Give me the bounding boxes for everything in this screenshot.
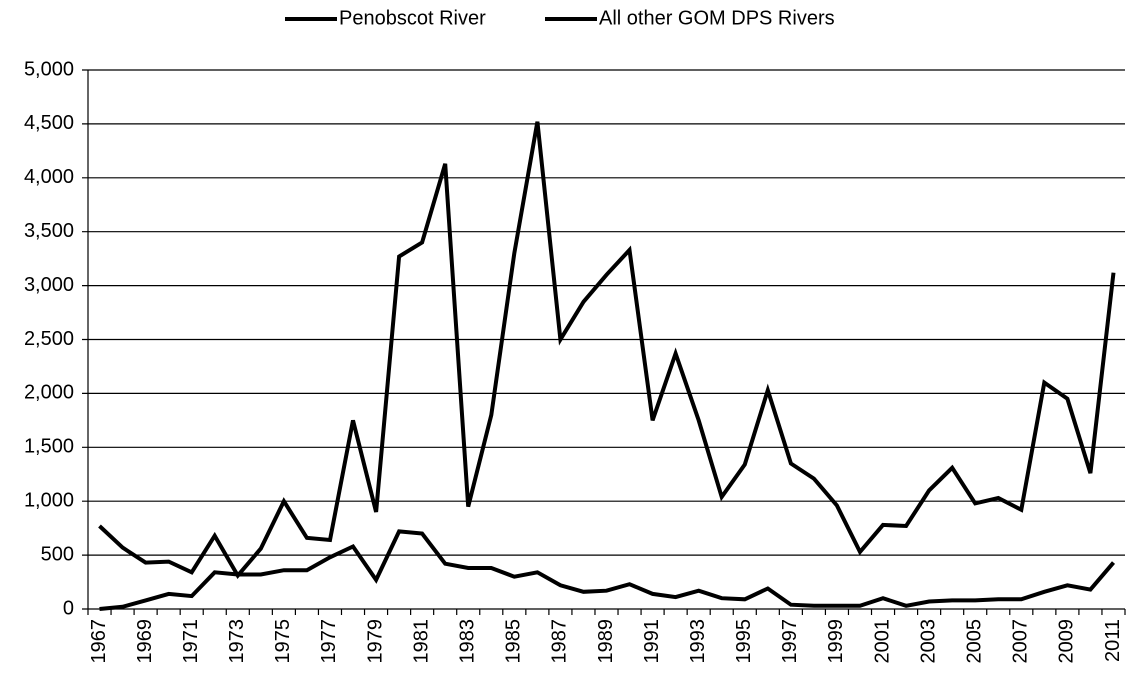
x-tick-label: 1997 — [779, 619, 801, 664]
y-tick-label: 3,500 — [24, 220, 74, 242]
y-tick-label: 4,000 — [24, 166, 74, 188]
x-tick-label: 2007 — [1010, 619, 1032, 664]
y-tick-label: 1,500 — [24, 436, 74, 458]
y-tick-label: 2,000 — [24, 382, 74, 404]
x-tick-label: 1983 — [457, 619, 479, 664]
y-tick-label: 500 — [41, 543, 74, 565]
y-tick-label: 0 — [63, 597, 74, 619]
x-tick-label: 1985 — [503, 619, 525, 664]
x-tick-label: 2001 — [871, 619, 893, 664]
legend-label: Penobscot River — [339, 7, 486, 29]
legend-label: All other GOM DPS Rivers — [599, 7, 835, 29]
x-tick-label: 1971 — [180, 619, 202, 664]
x-tick-label: 1975 — [272, 619, 294, 664]
x-tick-label: 1969 — [134, 619, 156, 664]
x-tick-label: 1989 — [595, 619, 617, 664]
x-tick-label: 1991 — [641, 619, 663, 664]
x-tick-label: 2011 — [1102, 619, 1124, 662]
x-tick-label: 1993 — [687, 619, 709, 664]
x-tick-label: 1981 — [410, 619, 432, 664]
y-tick-label: 1,000 — [24, 489, 74, 511]
y-tick-label: 5,000 — [24, 58, 74, 80]
x-tick-label: 2003 — [917, 619, 939, 664]
x-tick-label: 1995 — [733, 619, 755, 664]
x-tick-label: 1979 — [364, 619, 386, 664]
series-line — [99, 529, 1116, 611]
x-tick-label: 1967 — [88, 619, 110, 664]
x-tick-label: 1987 — [549, 619, 571, 664]
y-tick-label: 2,500 — [24, 328, 74, 350]
x-tick-label: 1999 — [825, 619, 847, 664]
y-tick-label: 3,000 — [24, 274, 74, 296]
series-line — [98, 121, 1116, 580]
x-tick-label: 1973 — [226, 619, 248, 664]
x-tick-label: 2005 — [963, 619, 985, 664]
y-tick-label: 4,500 — [24, 112, 74, 134]
x-tick-label: 2009 — [1056, 619, 1078, 664]
x-tick-label: 1977 — [318, 619, 340, 664]
